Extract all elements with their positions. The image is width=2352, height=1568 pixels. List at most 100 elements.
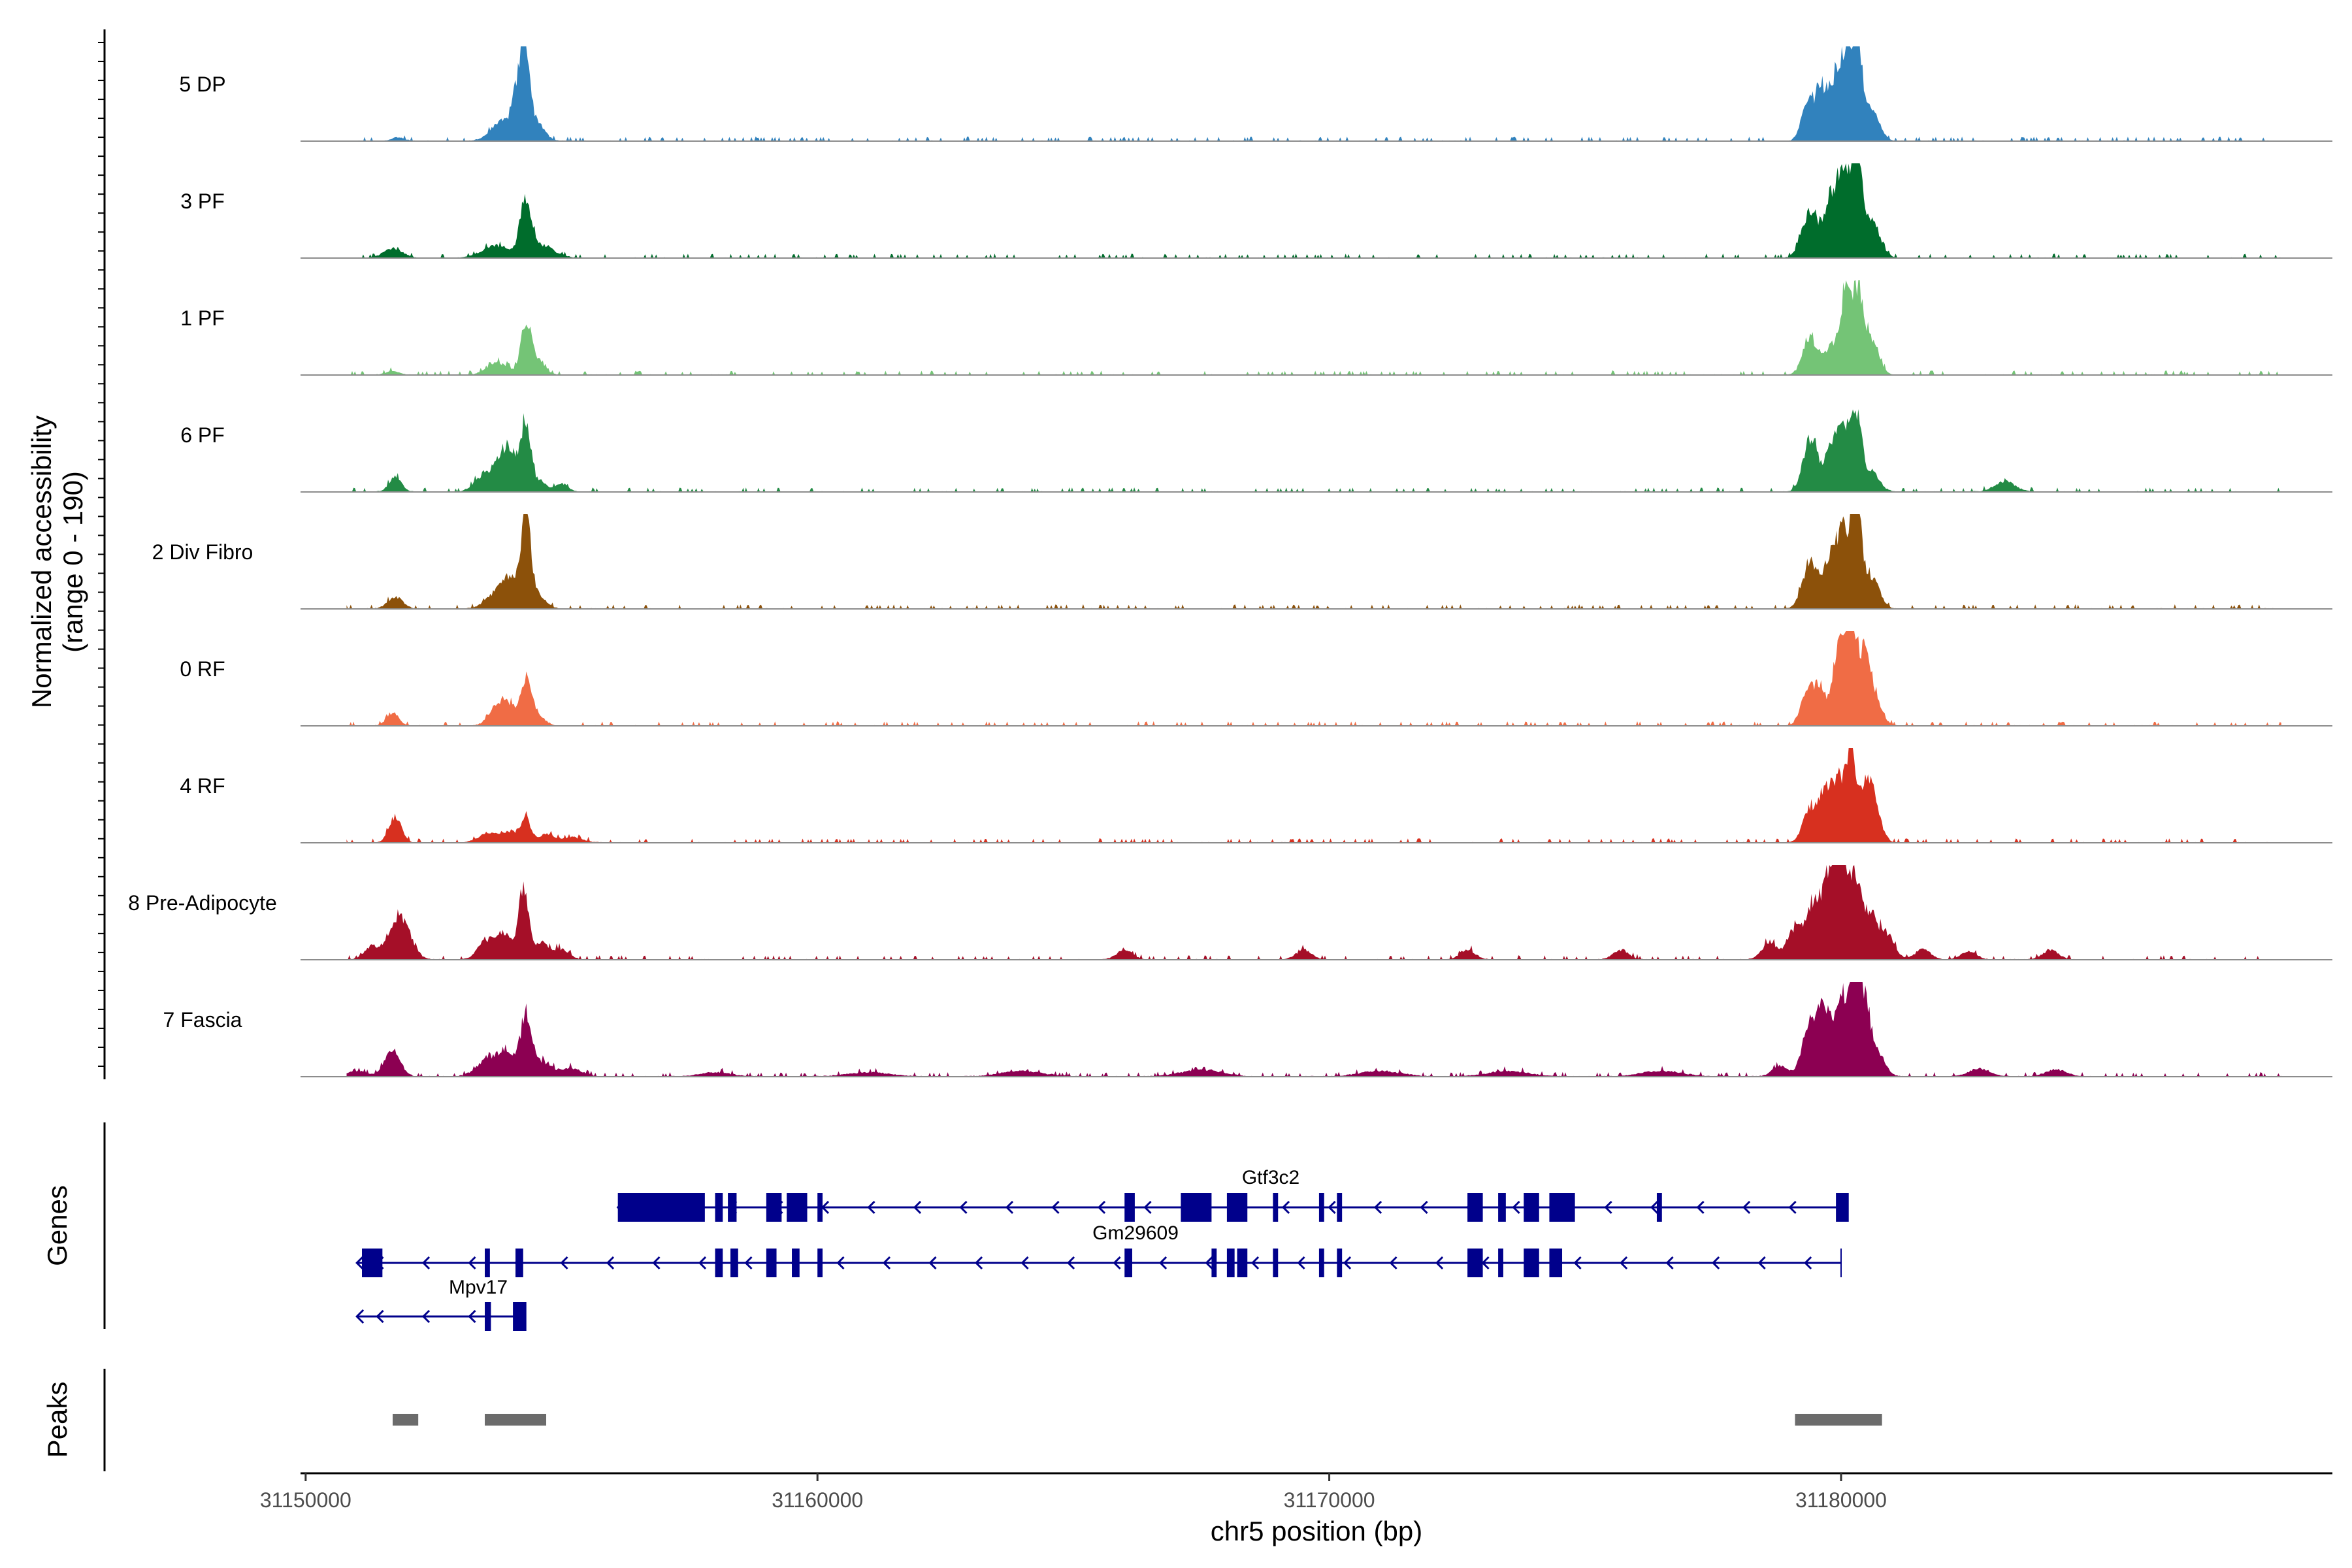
strand-arrow	[1742, 1200, 1751, 1215]
strand-arrow	[1205, 1256, 1213, 1270]
exon-block	[766, 1193, 782, 1222]
coverage-area	[346, 409, 2281, 492]
strand-arrow	[882, 1256, 891, 1270]
strand-arrow	[1481, 1256, 1490, 1270]
coverage-track: 4 RF	[180, 748, 2332, 843]
strand-arrow	[1343, 1256, 1352, 1270]
exon-block	[817, 1249, 823, 1277]
exon-block	[485, 1249, 490, 1277]
coverage-area	[346, 982, 2281, 1077]
coverage-area	[346, 748, 2281, 843]
gene-label: Gm29609	[1092, 1222, 1179, 1244]
exon-block	[1318, 1193, 1324, 1222]
strand-arrow	[1066, 1256, 1075, 1270]
strand-arrow	[1604, 1200, 1612, 1215]
peak-region	[485, 1414, 547, 1426]
peak-regions	[393, 1414, 1882, 1426]
coverage-track: 6 PF	[180, 409, 2332, 493]
strand-arrow	[355, 1255, 365, 1271]
x-tick-label: 31150000	[260, 1488, 351, 1512]
strand-arrow	[1650, 1200, 1659, 1215]
x-tick-label: 31180000	[1795, 1488, 1887, 1512]
strand-arrow	[1097, 1200, 1106, 1215]
strand-arrow	[1389, 1256, 1397, 1270]
strand-arrow	[1573, 1256, 1582, 1270]
strand-arrow	[1512, 1200, 1520, 1215]
exon-block	[485, 1302, 491, 1331]
exon-block	[1237, 1249, 1248, 1277]
strand-arrow	[744, 1256, 753, 1270]
genes-track-label: Genes	[42, 1185, 73, 1266]
exon-block	[1656, 1193, 1662, 1222]
track-label: 5 DP	[179, 73, 225, 96]
strand-arrow	[1250, 1256, 1260, 1270]
coverage-area	[346, 163, 2281, 258]
coverage-area	[346, 865, 2281, 960]
peaks-track-label: Peaks	[42, 1382, 73, 1458]
exon-block	[1226, 1249, 1235, 1277]
gene-model: Mpv17	[355, 1277, 527, 1331]
gene-model: Gm29609	[355, 1222, 1842, 1277]
track-label: 1 PF	[180, 306, 225, 330]
strand-arrow	[1113, 1256, 1121, 1270]
peak-region	[393, 1414, 419, 1426]
x-axis-title: chr5 position (bp)	[1211, 1516, 1423, 1546]
strand-arrow	[928, 1256, 937, 1270]
exon-block	[1524, 1193, 1539, 1222]
exon-block	[362, 1249, 383, 1277]
exon-block	[1498, 1193, 1506, 1222]
track-label: 8 Pre-Adipocyte	[128, 891, 277, 915]
coverage-track: 1 PF	[180, 280, 2332, 376]
coverage-track: 8 Pre-Adipocyte	[128, 865, 2332, 960]
strand-arrow	[468, 1309, 476, 1324]
exon-block	[715, 1249, 723, 1277]
track-label: 7 Fascia	[163, 1008, 242, 1032]
exon-block	[1524, 1249, 1539, 1277]
exon-block	[715, 1193, 723, 1222]
exon-block	[728, 1193, 737, 1222]
exon-block	[1211, 1249, 1217, 1277]
coverage-track: 2 Div Fibro	[152, 514, 2332, 610]
exon-block	[730, 1249, 738, 1277]
strand-arrow	[1803, 1256, 1812, 1270]
track-label: 3 PF	[180, 189, 225, 213]
exon-block	[1549, 1193, 1575, 1222]
strand-arrow	[1757, 1256, 1766, 1270]
coverage-track: 5 DP	[179, 46, 2332, 142]
exon-block	[1273, 1193, 1279, 1222]
exon-block	[792, 1249, 800, 1277]
coverage-tracks: 5 DP 3 PF 1 PF 6 PF 2 Div Fibro 0 RF 4 RF 8 Pre…	[128, 46, 2332, 1077]
exon-block	[1273, 1249, 1279, 1277]
strand-arrow	[1711, 1256, 1720, 1270]
strand-arrow	[1281, 1200, 1290, 1215]
coverage-track: 3 PF	[180, 163, 2332, 259]
coverage-track: 0 RF	[180, 631, 2332, 727]
exon-block	[515, 1249, 523, 1277]
x-tick-label: 31160000	[772, 1488, 863, 1512]
exon-block	[1337, 1249, 1343, 1277]
strand-arrow	[1051, 1200, 1060, 1215]
coverage-area	[346, 280, 2281, 375]
strand-arrow	[1420, 1200, 1428, 1215]
strand-arrow	[1665, 1256, 1674, 1270]
exon-block	[1124, 1249, 1132, 1277]
gene-label: Gtf3c2	[1242, 1167, 1299, 1188]
strand-arrow	[1373, 1200, 1382, 1215]
exon-block	[1467, 1249, 1483, 1277]
strand-arrow	[698, 1256, 707, 1270]
strand-arrow	[560, 1256, 568, 1270]
strand-arrow	[1297, 1256, 1305, 1270]
strand-arrow	[376, 1309, 384, 1324]
strand-arrow	[959, 1200, 968, 1215]
exon-block	[766, 1249, 777, 1277]
strand-arrow	[1021, 1256, 1029, 1270]
strand-arrow	[468, 1256, 476, 1270]
exon-block	[1549, 1249, 1563, 1277]
strand-arrow	[1788, 1200, 1797, 1215]
strand-arrow	[1696, 1200, 1705, 1215]
exon-block	[1124, 1193, 1135, 1222]
strand-arrow	[355, 1309, 365, 1324]
x-tick-label: 31170000	[1284, 1488, 1375, 1512]
track-label: 6 PF	[180, 423, 225, 447]
exon-block	[617, 1193, 705, 1222]
